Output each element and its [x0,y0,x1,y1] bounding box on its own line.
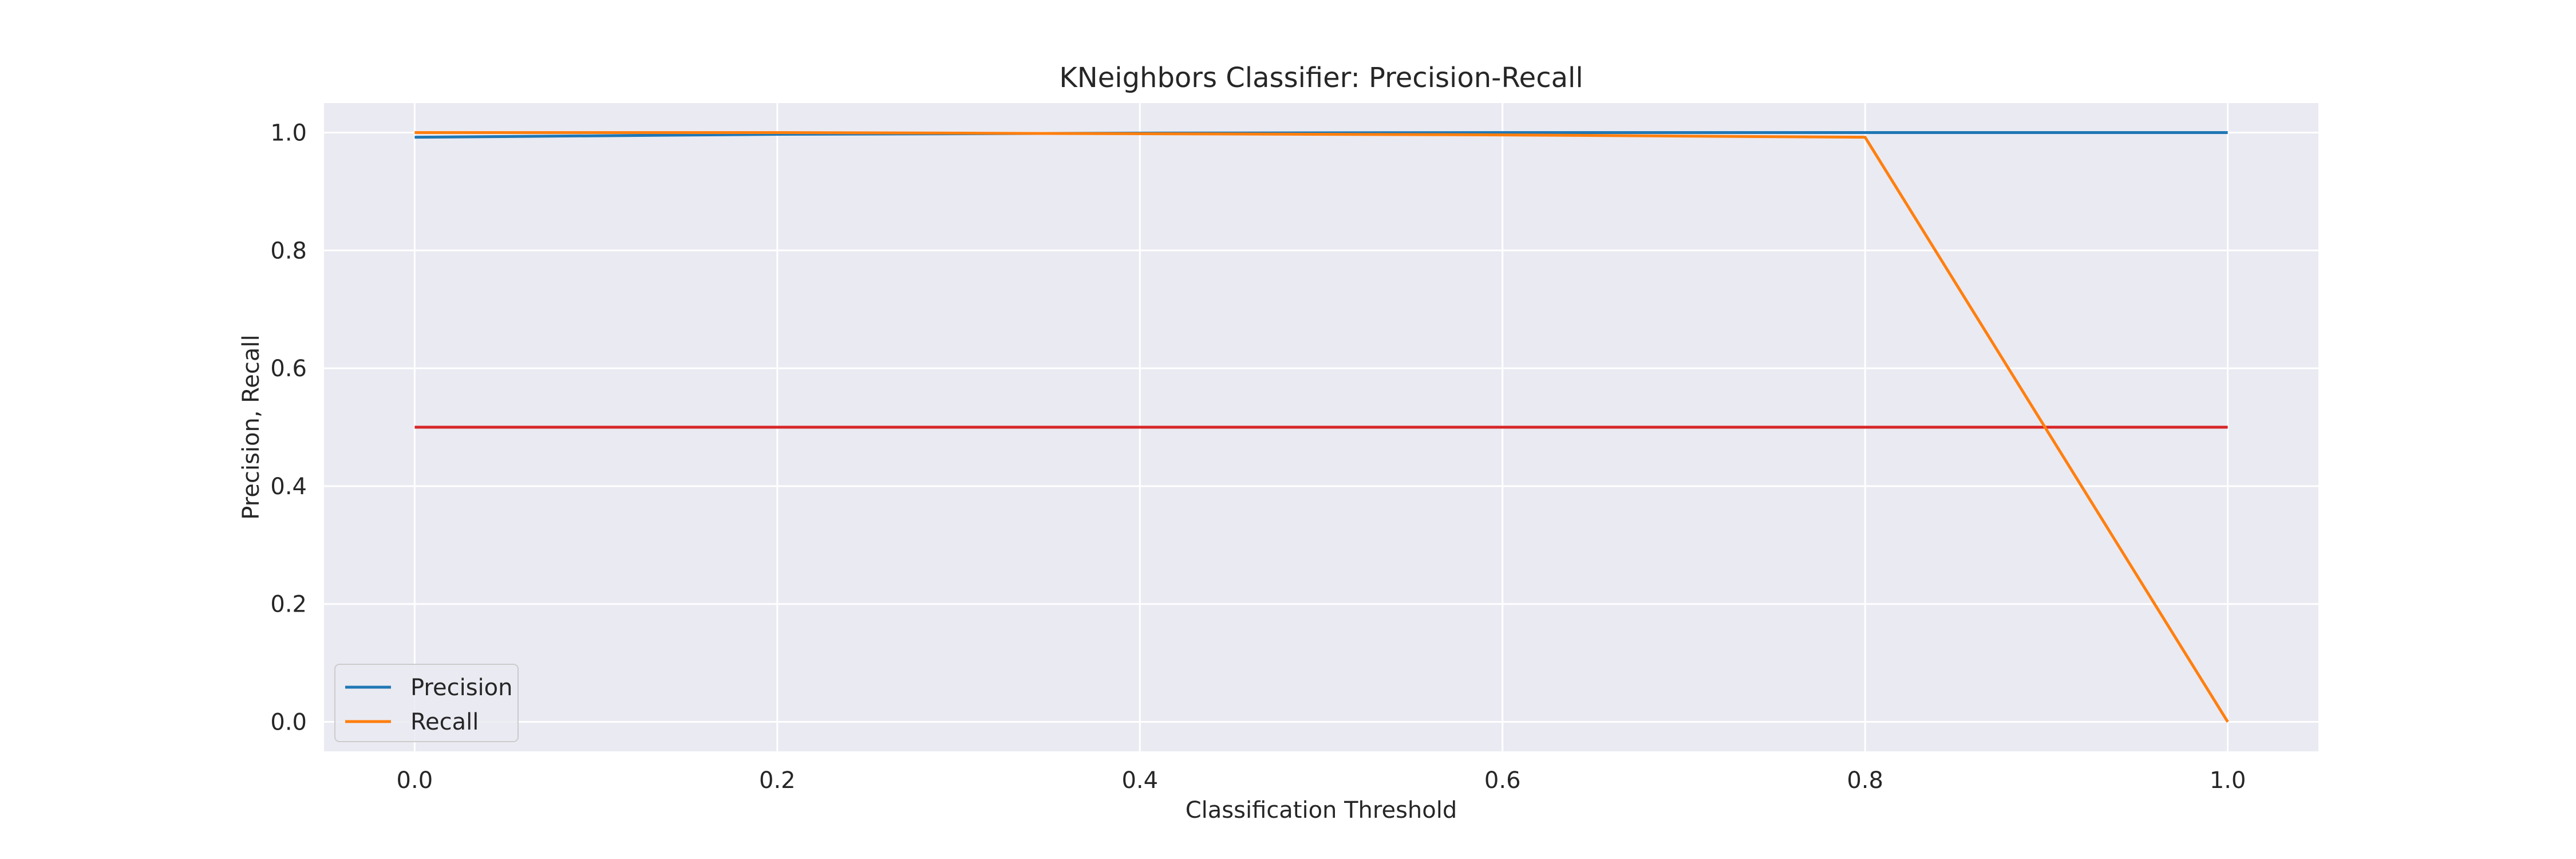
x-tick-label: 1.0 [2210,767,2246,794]
recall-line [414,131,2229,723]
x-tick-label: 0.2 [759,767,796,794]
legend: Precision Recall [334,664,519,742]
x-tick-label: 0.8 [1847,767,1883,794]
precision-legend-label: Precision [410,675,512,701]
x-axis-label: Classification Threshold [1186,797,1457,823]
recall-legend-label: Recall [410,709,479,735]
x-tick-label: 0.4 [1121,767,1158,794]
y-tick-label: 0.0 [270,710,307,736]
series-lines [414,131,2229,723]
y-tick-label: 0.4 [270,474,307,500]
y-axis-label: Precision, Recall [238,334,264,519]
y-tick-label: 0.6 [270,356,307,382]
grid-lines [324,103,2318,751]
y-tick-label: 1.0 [270,120,307,146]
y-tick-label: 0.2 [270,592,307,618]
y-tick-labels: 0.0 0.2 0.4 0.6 0.8 1.0 [270,120,307,735]
x-tick-label: 0.6 [1484,767,1521,794]
precision-line [414,131,2228,139]
y-tick-label: 0.8 [270,238,307,264]
chart-title: KNeighbors Classifier: Precision-Recall [1059,62,1583,94]
x-tick-label: 0.0 [397,767,433,794]
x-tick-labels: 0.0 0.2 0.4 0.6 0.8 1.0 [397,767,2246,794]
